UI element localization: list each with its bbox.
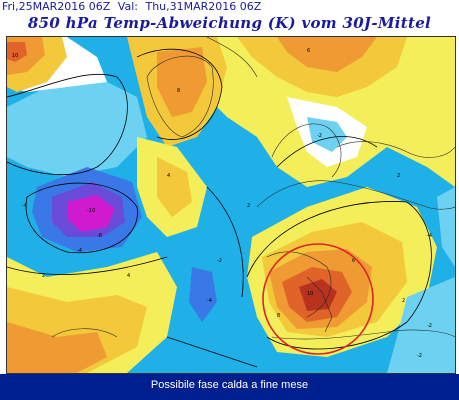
caption-bar: Possibile fase calda a fine mese	[0, 374, 459, 400]
valid-time: Thu,31MAR2016 06Z	[145, 0, 262, 13]
svg-text:6: 6	[352, 258, 355, 264]
svg-text:6: 6	[307, 48, 310, 54]
svg-text:-2: -2	[427, 323, 432, 329]
svg-text:-4: -4	[207, 298, 212, 304]
valid-label: Val:	[117, 0, 138, 13]
svg-text:8: 8	[177, 88, 180, 94]
svg-text:10: 10	[307, 291, 313, 297]
init-time: Fri,25MAR2016 06Z	[2, 0, 111, 13]
cold-anomaly-core	[67, 195, 115, 232]
svg-text:2: 2	[42, 273, 45, 279]
header-line: Fri,25MAR2016 06Z Val: Thu,31MAR2016 06Z	[2, 0, 457, 14]
svg-text:2: 2	[397, 173, 400, 179]
svg-text:10: 10	[12, 53, 18, 59]
anomaly-map: -10 -8 -4 -4 2 4 -2 -4 10 6 8 2 -2 -2 6 …	[6, 36, 456, 374]
svg-text:4: 4	[167, 173, 170, 179]
svg-text:4: 4	[127, 273, 130, 279]
svg-text:-8: -8	[97, 233, 102, 239]
svg-text:-2: -2	[217, 258, 222, 264]
svg-text:-4: -4	[427, 233, 432, 239]
highlight-circle	[262, 243, 374, 355]
svg-text:8: 8	[277, 313, 280, 319]
warm-anomaly-core	[299, 279, 337, 311]
svg-text:-2: -2	[417, 353, 422, 359]
caption-text: Possibile fase calda a fine mese	[150, 379, 309, 391]
map-title: 850 hPa Temp-Abweichung (K) vom 30J-Mitt…	[27, 14, 432, 32]
svg-text:-4: -4	[77, 248, 82, 254]
svg-text:2: 2	[247, 203, 250, 209]
svg-text:-10: -10	[87, 208, 95, 214]
svg-text:-2: -2	[317, 133, 322, 139]
warm-anomaly-north-hot	[277, 37, 377, 72]
svg-text:-4: -4	[22, 203, 27, 209]
svg-text:2: 2	[402, 298, 405, 304]
